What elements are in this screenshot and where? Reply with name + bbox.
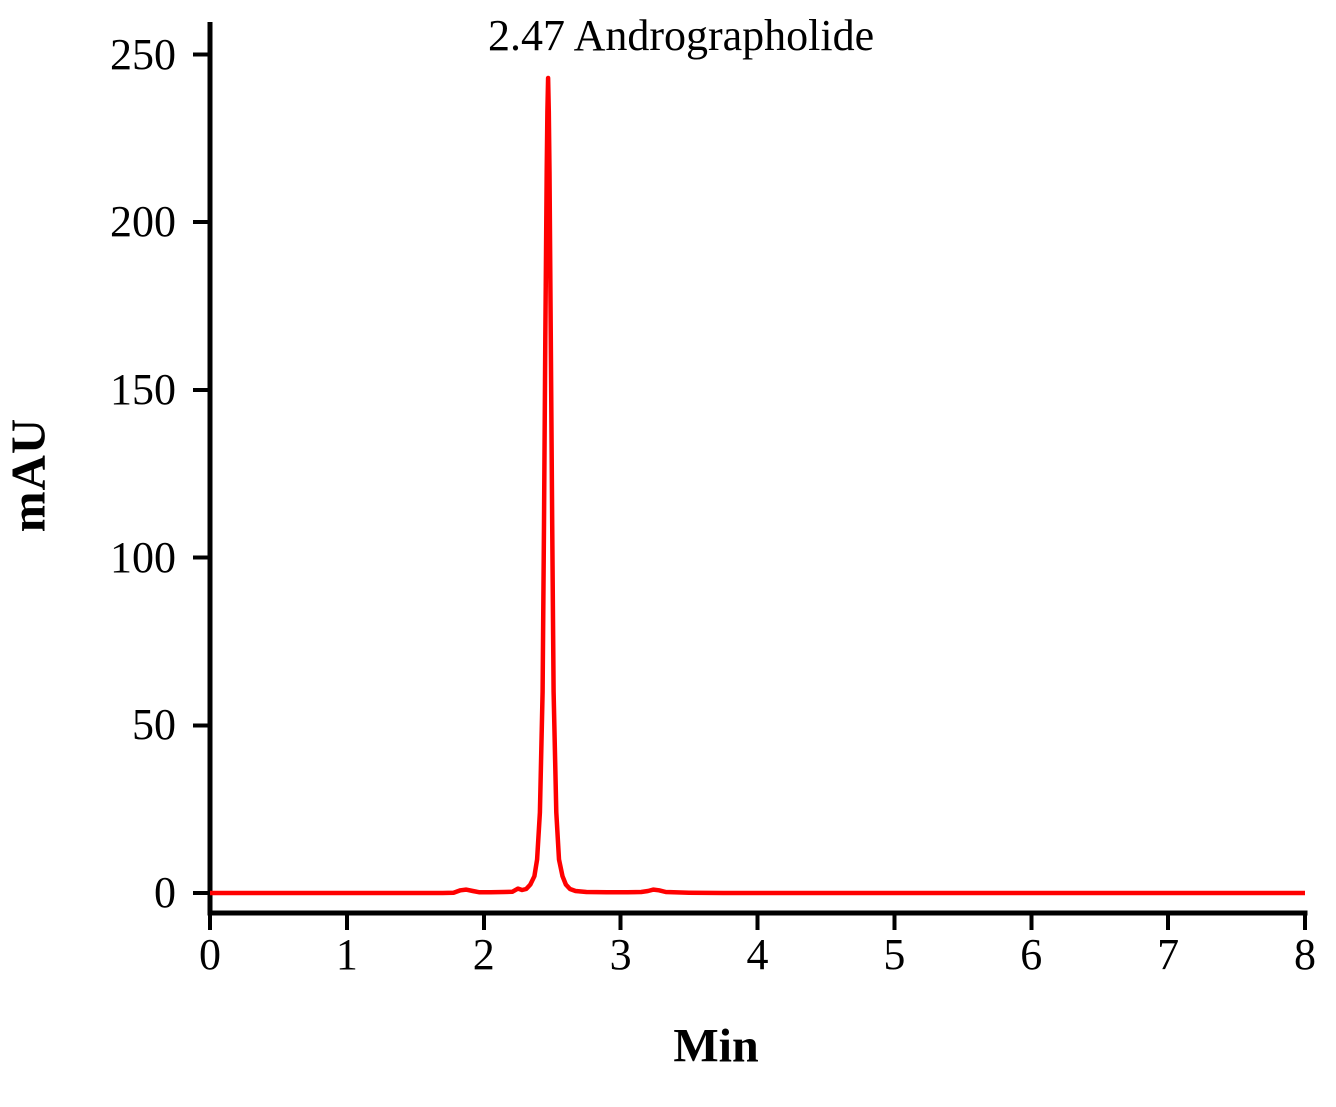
x-tick-label: 4 <box>746 930 769 979</box>
y-tick-label: 50 <box>132 700 176 750</box>
x-tick-label: 6 <box>1020 930 1043 979</box>
axes-group <box>193 22 1308 930</box>
y-tick-label: 100 <box>110 532 176 582</box>
x-tick-label: 7 <box>1157 930 1180 979</box>
x-tick-label: 0 <box>199 930 221 979</box>
x-axis-title: Min <box>673 1019 759 1073</box>
signal-trace <box>210 75 1305 896</box>
trace-group <box>210 75 1305 896</box>
y-tick-label: 250 <box>110 29 176 79</box>
x-tick-label: 3 <box>609 930 632 979</box>
y-axis-title: mAU <box>0 417 56 533</box>
y-tick-label: 0 <box>154 868 176 917</box>
peak-annotation: 2.47 Andrographolide <box>488 11 875 60</box>
x-tick-label: 2 <box>472 930 495 979</box>
x-tick-label: 8 <box>1294 930 1316 979</box>
y-tick-label: 200 <box>110 197 176 247</box>
x-tick-label: 1 <box>335 930 358 979</box>
x-tick-label: 5 <box>883 930 906 979</box>
y-tick-label: 150 <box>110 364 176 414</box>
